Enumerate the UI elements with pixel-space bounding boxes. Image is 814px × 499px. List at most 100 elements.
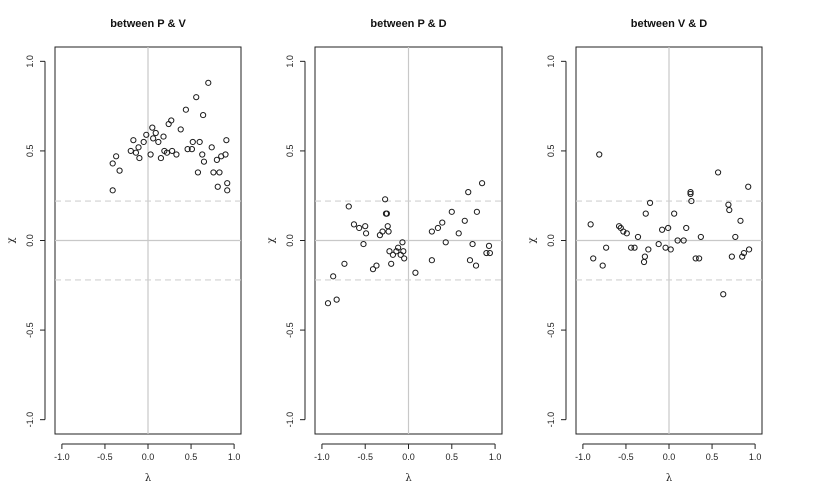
data-point bbox=[692, 255, 699, 262]
data-point bbox=[683, 224, 690, 232]
data-point bbox=[401, 255, 408, 262]
x-tick-label: -0.5 bbox=[357, 452, 373, 462]
data-point bbox=[224, 187, 231, 194]
chart-title: between V & D bbox=[631, 18, 707, 30]
data-point bbox=[442, 239, 449, 246]
data-point bbox=[222, 151, 229, 158]
data-point bbox=[224, 180, 231, 187]
data-point bbox=[646, 199, 654, 206]
data-point bbox=[659, 226, 666, 233]
y-tick-label: -1.0 bbox=[546, 412, 556, 428]
data-point bbox=[200, 158, 208, 165]
data-point bbox=[362, 223, 369, 230]
data-point bbox=[455, 230, 462, 237]
chart-title: between P & V bbox=[110, 18, 186, 30]
data-point bbox=[184, 146, 191, 153]
data-point bbox=[434, 224, 442, 232]
data-point bbox=[362, 230, 370, 237]
data-point bbox=[143, 131, 150, 138]
data-point bbox=[196, 138, 203, 146]
data-point bbox=[350, 221, 358, 228]
data-point bbox=[177, 126, 184, 133]
data-point bbox=[590, 255, 597, 262]
data-point bbox=[725, 201, 732, 208]
data-point bbox=[373, 262, 380, 269]
data-point bbox=[745, 183, 752, 190]
y-tick-label: 1.0 bbox=[546, 55, 556, 68]
chart-title: between P & D bbox=[370, 18, 446, 30]
data-point bbox=[393, 248, 400, 255]
data-point bbox=[149, 124, 156, 131]
data-point bbox=[634, 233, 642, 241]
data-point bbox=[345, 203, 352, 210]
data-point bbox=[157, 154, 165, 162]
panel-p-v: between P & V -1.0 -0.5 0.0 0.5 1.0 -1.0 -0.5 0.… bbox=[6, 18, 242, 484]
data-point bbox=[182, 106, 189, 113]
x-tick-label: -1.0 bbox=[575, 452, 591, 462]
y-tick-label: 0.0 bbox=[25, 234, 35, 247]
data-point bbox=[486, 249, 493, 257]
data-point bbox=[620, 228, 627, 235]
data-point bbox=[389, 251, 397, 258]
data-point bbox=[687, 190, 694, 198]
data-point bbox=[599, 262, 606, 269]
data-point bbox=[473, 208, 480, 215]
panel-p-d: between P & D -1.0 -0.5 0.0 0.5 1.0 -1.0 -0.5 0.… bbox=[266, 18, 503, 484]
data-point bbox=[341, 260, 348, 267]
data-point bbox=[333, 296, 340, 303]
data-point bbox=[687, 189, 694, 196]
data-point bbox=[208, 144, 215, 151]
x-tick-label: 0.5 bbox=[706, 452, 719, 462]
data-point bbox=[135, 144, 142, 151]
data-point bbox=[194, 169, 202, 176]
x-tick-label: 1.0 bbox=[228, 452, 241, 462]
data-point bbox=[485, 242, 493, 249]
y-tick-label: -0.5 bbox=[25, 322, 35, 338]
y-tick-label: -0.5 bbox=[546, 322, 556, 338]
data-point bbox=[168, 117, 175, 124]
data-point bbox=[210, 169, 217, 176]
data-point bbox=[623, 230, 630, 237]
data-point bbox=[189, 138, 196, 146]
data-point bbox=[483, 249, 490, 257]
data-point bbox=[383, 210, 390, 217]
data-point bbox=[642, 210, 649, 217]
y-tick-label: -1.0 bbox=[25, 412, 35, 428]
data-point bbox=[631, 244, 638, 251]
data-point bbox=[324, 300, 332, 307]
y-tick-label: 0.5 bbox=[546, 145, 556, 158]
x-tick-label: 1.0 bbox=[749, 452, 762, 462]
data-point bbox=[472, 262, 480, 269]
y-tick-label: -1.0 bbox=[285, 412, 295, 428]
data-point bbox=[697, 233, 704, 241]
data-point bbox=[200, 111, 207, 119]
data-point bbox=[116, 167, 123, 174]
panel-v-d: between V & D -1.0 -0.5 0.0 0.5 1.0 -1.0 -0.5 0.… bbox=[527, 18, 763, 484]
data-point bbox=[671, 210, 678, 217]
data-point bbox=[169, 147, 176, 155]
data-point bbox=[356, 224, 363, 232]
data-point bbox=[213, 156, 220, 163]
data-point bbox=[680, 237, 687, 244]
data-point bbox=[205, 79, 212, 86]
y-tick-label: 1.0 bbox=[25, 55, 35, 68]
y-tick-label: 0.5 bbox=[25, 145, 35, 158]
data-point bbox=[150, 135, 157, 142]
y-axis-label: χ bbox=[6, 237, 17, 243]
y-tick-label: 0.0 bbox=[546, 234, 556, 247]
x-tick-label: 0.0 bbox=[663, 452, 676, 462]
x-tick-label: -0.5 bbox=[97, 452, 113, 462]
x-axis-label: λ bbox=[405, 473, 412, 484]
y-axis-label: χ bbox=[527, 237, 538, 243]
data-point bbox=[132, 149, 140, 156]
data-point bbox=[696, 255, 703, 262]
data-point bbox=[674, 237, 681, 244]
data-point bbox=[714, 169, 722, 176]
data-point bbox=[739, 253, 746, 260]
data-point bbox=[360, 240, 367, 248]
data-point bbox=[726, 206, 733, 214]
y-tick-label: -0.5 bbox=[285, 322, 295, 338]
data-point bbox=[113, 153, 120, 160]
data-point bbox=[745, 246, 753, 253]
data-point bbox=[109, 160, 116, 167]
